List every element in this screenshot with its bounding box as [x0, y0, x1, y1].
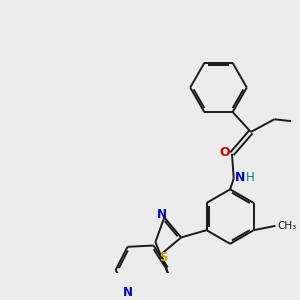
Text: N: N [157, 208, 167, 221]
Text: N: N [123, 286, 133, 299]
Text: N: N [235, 171, 245, 184]
Text: S: S [159, 251, 167, 264]
Text: H: H [246, 171, 254, 184]
Text: O: O [219, 146, 230, 159]
Text: CH₃: CH₃ [277, 221, 297, 231]
